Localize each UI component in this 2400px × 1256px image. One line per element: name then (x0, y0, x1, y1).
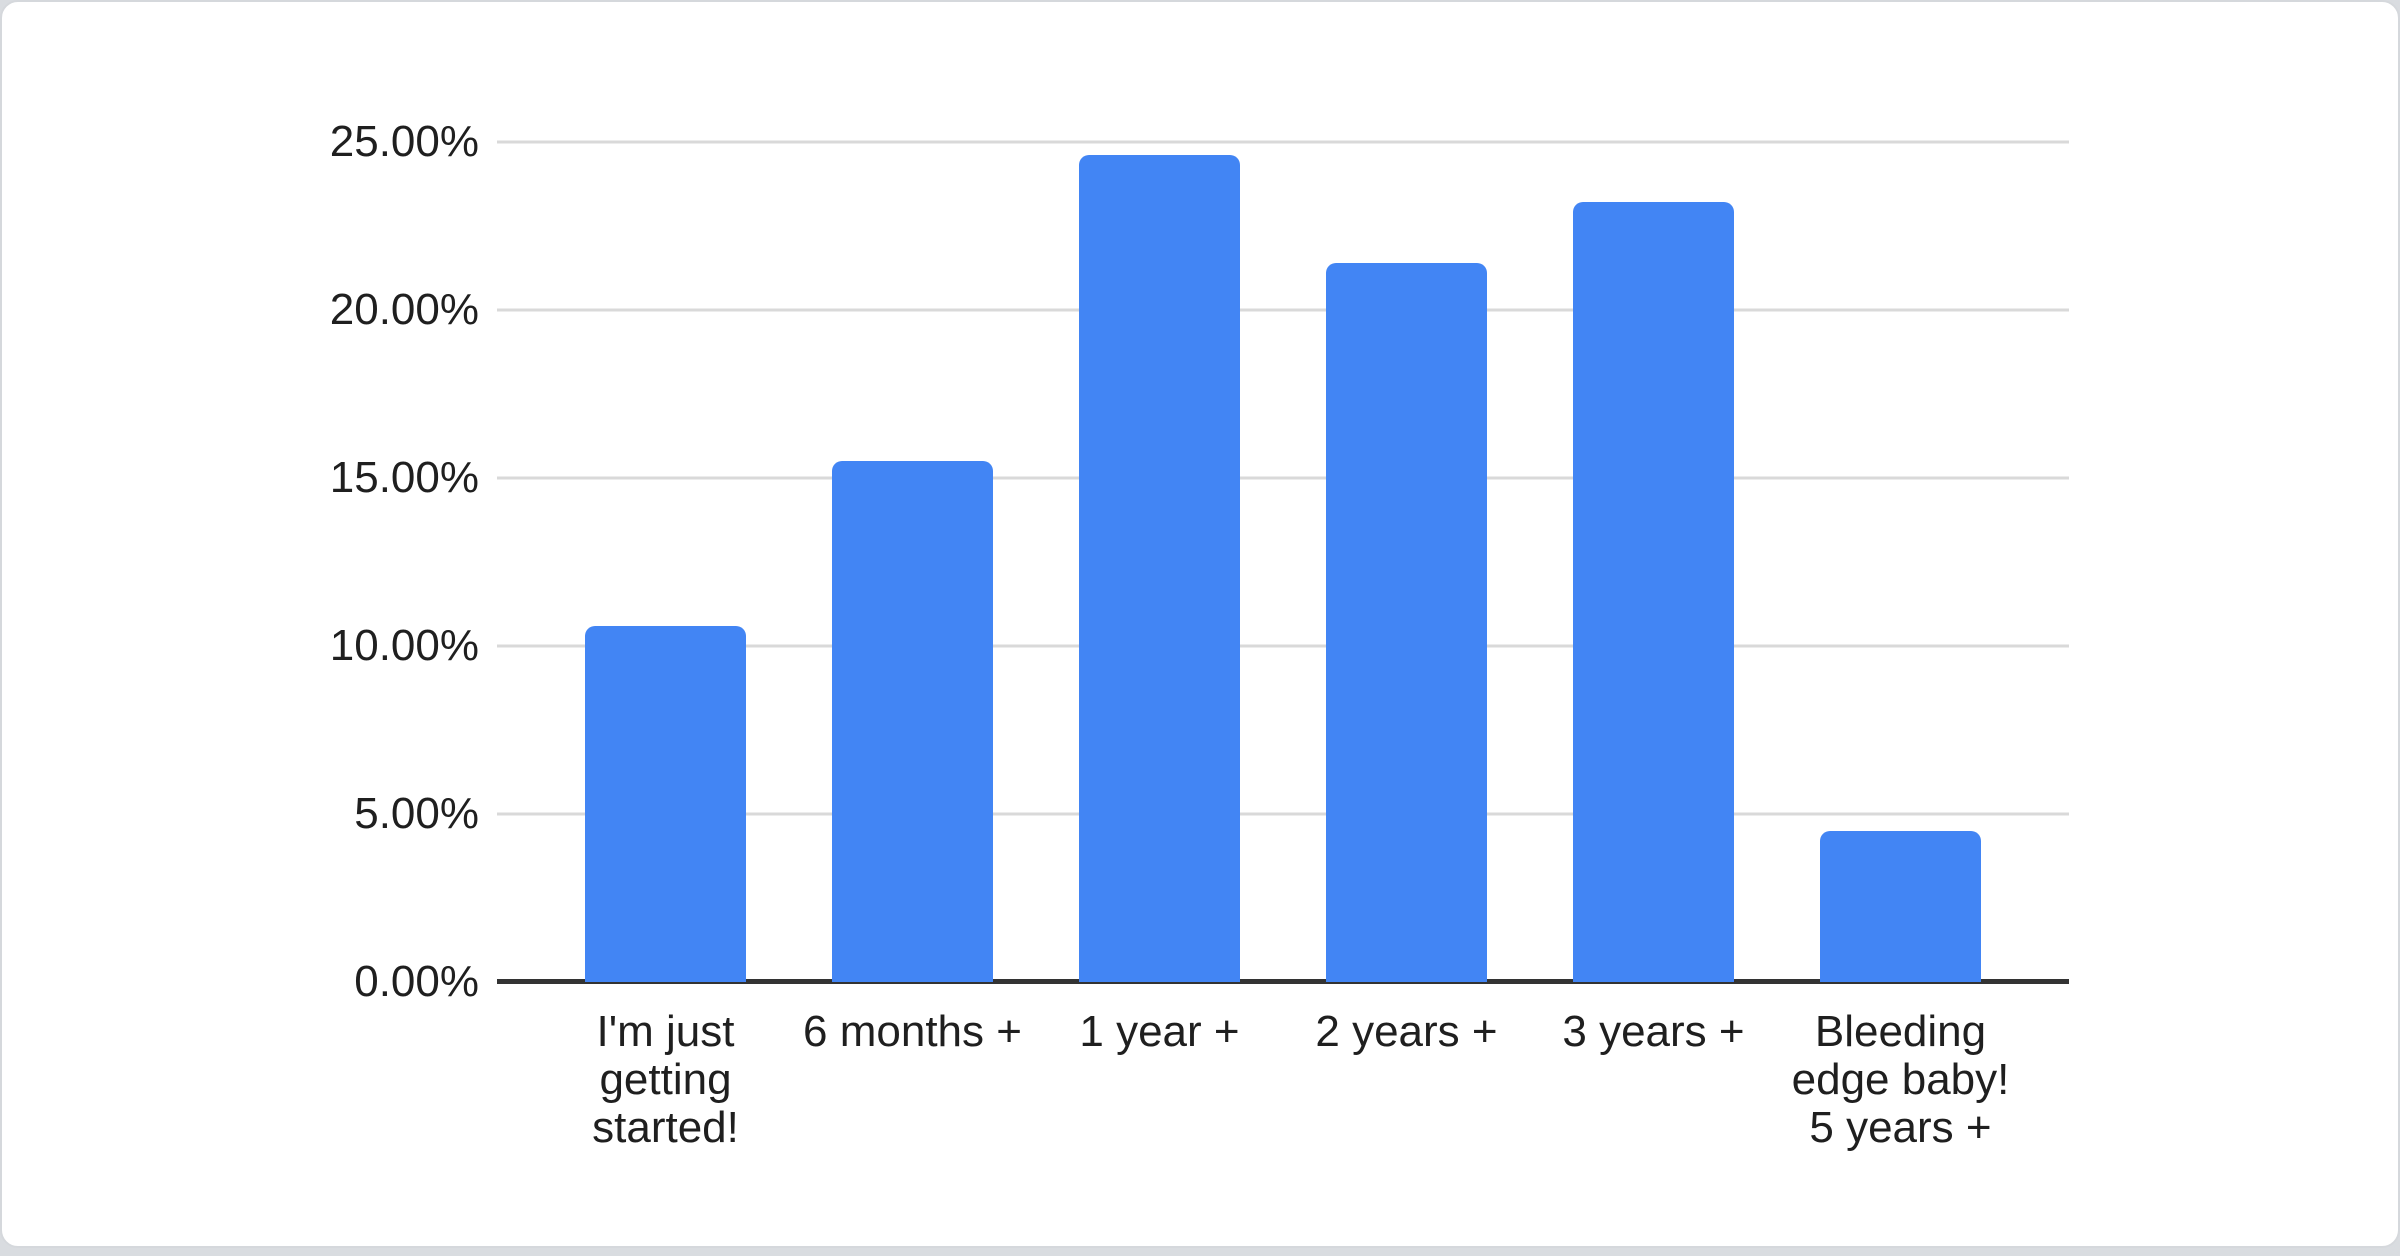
y-tick-label: 5.00% (354, 789, 479, 838)
bar-series (497, 142, 2069, 982)
gridline (497, 140, 2069, 144)
bar (584, 625, 747, 982)
bar-slot (542, 142, 789, 982)
plot-area (497, 140, 2069, 984)
y-tick-label: 10.00% (329, 621, 479, 670)
y-axis-labels: 25.00% 20.00% 15.00% 10.00% 5.00% 0.00% (2, 117, 479, 1006)
x-axis-baseline (497, 979, 2069, 984)
y-tick-label: 15.00% (329, 453, 479, 502)
gridline (497, 644, 2069, 648)
bar-slot (1777, 142, 2024, 982)
x-axis-labels: I'm just getting started! 6 months + 1 yea… (497, 984, 2069, 1152)
x-tick-label: 2 years + (1315, 1007, 1498, 1056)
y-tick-label: 25.00% (329, 117, 479, 166)
gridline (497, 476, 2069, 480)
y-tick-label: 0.00% (354, 957, 479, 1006)
y-tick-label: 20.00% (329, 285, 479, 334)
x-tick-label: I'm just getting started! (592, 1007, 739, 1152)
bar-slot (1283, 142, 1530, 982)
x-tick-label: Bleeding edge baby! 5 years + (1791, 1007, 2010, 1152)
x-tick-label: 1 year + (1079, 1007, 1240, 1056)
bar (1078, 155, 1241, 982)
bar-slot (1036, 142, 1283, 982)
x-tick-label: 6 months + (803, 1007, 1022, 1056)
x-tick-label: 3 years + (1562, 1007, 1745, 1056)
bar (1325, 262, 1488, 982)
gridline (497, 812, 2069, 816)
gridline (497, 308, 2069, 312)
bar (1819, 830, 1982, 982)
bar-slot (1530, 142, 1777, 982)
bar (831, 461, 994, 982)
bar (1572, 202, 1735, 982)
bar-slot (789, 142, 1036, 982)
